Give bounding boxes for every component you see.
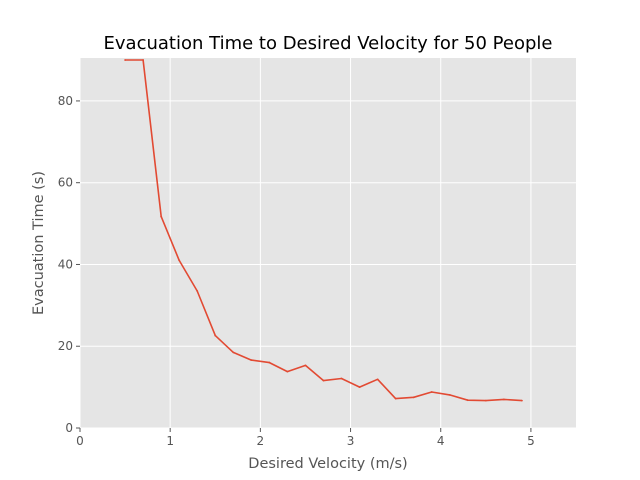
data-point: [160, 215, 163, 218]
x-tick-label: 0: [76, 434, 84, 448]
data-point: [466, 399, 469, 402]
x-tick-label: 4: [437, 434, 445, 448]
x-tick-label: 2: [257, 434, 265, 448]
data-point: [268, 361, 271, 364]
data-point: [430, 391, 433, 393]
data-point: [394, 397, 397, 400]
plot-area: [80, 58, 576, 428]
y-tick-label: 80: [58, 94, 73, 108]
data-point: [340, 377, 343, 380]
data-point: [376, 378, 379, 381]
grid-layer: [79, 58, 576, 429]
x-tick-label: 1: [166, 434, 174, 448]
data-point: [412, 396, 415, 399]
y-tick-label: 40: [58, 257, 73, 271]
data-point: [196, 290, 199, 292]
y-tick-label: 0: [65, 421, 73, 435]
data-point: [484, 399, 487, 402]
data-point: [214, 334, 217, 337]
data-point: [502, 398, 505, 401]
data-point: [286, 370, 289, 373]
data-point: [250, 359, 253, 362]
series-layer: [124, 59, 523, 402]
y-tick-label: 20: [58, 339, 73, 353]
data-point: [358, 386, 361, 389]
data-point: [304, 364, 307, 367]
chart-title: Evacuation Time to Desired Velocity for …: [104, 33, 553, 54]
y-tick-label: 60: [58, 176, 73, 190]
axis-layer: 0 1 2 3 4 5 0 20 40 60 80: [58, 94, 535, 448]
data-point: [124, 59, 126, 61]
y-axis-label: Evacuation Time (s): [31, 171, 47, 315]
x-tick-label: 5: [527, 434, 535, 448]
x-axis-label: Desired Velocity (m/s): [248, 456, 407, 472]
data-point: [520, 399, 523, 402]
x-tick-label: 3: [347, 434, 355, 448]
data-point: [178, 259, 181, 262]
data-point: [142, 59, 145, 61]
data-point: [322, 379, 325, 382]
data-point: [448, 393, 451, 396]
data-point: [232, 351, 235, 354]
